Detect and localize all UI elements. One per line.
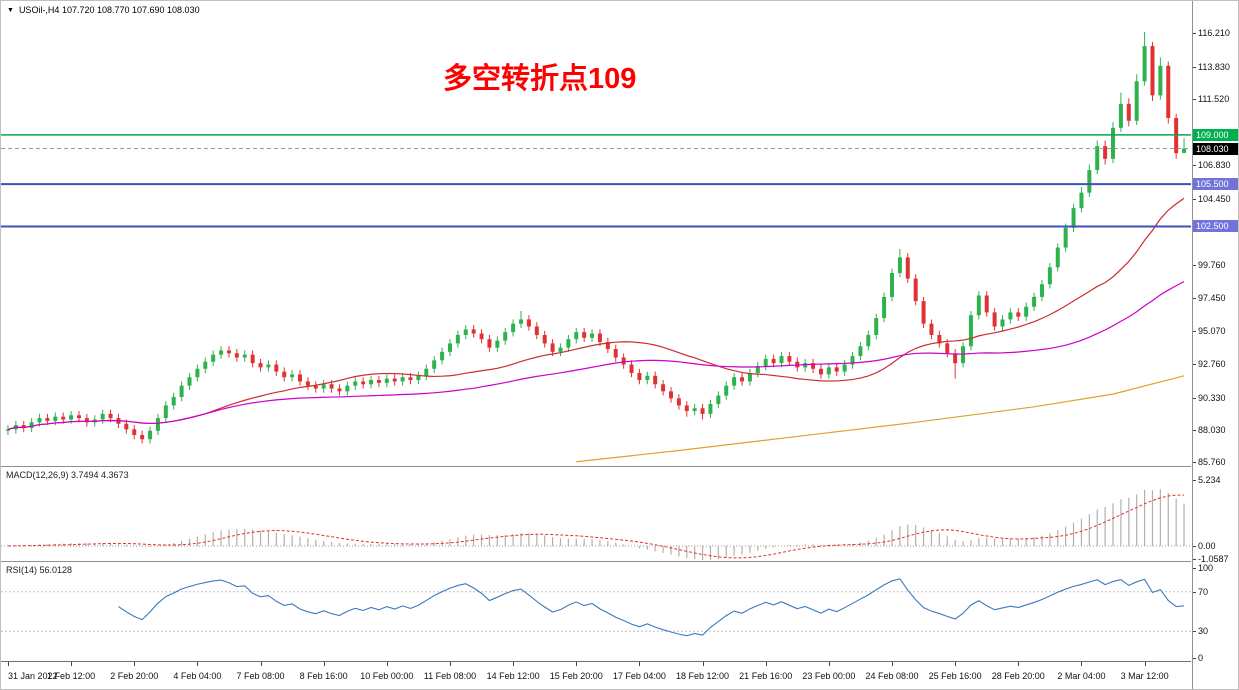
candlestick-chart[interactable] [1,1,1191,466]
time-tick [765,662,767,666]
axis-tick-label: 70 [1198,586,1209,597]
axis-tick-label: 100 [1198,563,1214,573]
time-tick-label: 14 Feb 12:00 [486,671,540,681]
axis-tick [1193,66,1196,68]
chart-menu-arrow-icon[interactable]: ▼ [7,6,14,14]
time-tick [576,662,578,666]
axis-tick [1193,331,1196,333]
ma-fast [7,197,1185,430]
axis-tick-label: 95.070 [1198,326,1226,337]
axis-tick-label: 116.210 [1198,28,1230,39]
axis-tick-label: 104.450 [1198,193,1231,204]
time-tick-label: 8 Feb 16:00 [299,671,348,681]
axis-tick [1193,363,1196,365]
ma-mid [7,280,1185,430]
price-level-label: 109.000 [1193,128,1238,141]
axis-tick-label: 92.760 [1198,358,1226,369]
axis-tick-label: 85.760 [1198,457,1226,468]
time-tick [513,662,515,666]
time-tick-label: 11 Feb 08:00 [423,671,477,681]
axis-tick-label: 97.450 [1198,292,1226,303]
price-axis[interactable]: 109.000 108.030 105.500 102.500 116.210 113.8… [1192,1,1238,689]
time-tick [449,662,451,666]
axis-tick [1193,165,1196,167]
ma-slow [576,375,1185,463]
time-tick-label: 21 Feb 16:00 [739,671,793,681]
time-tick [323,662,325,666]
time-tick [260,662,262,666]
time-tick-label: 15 Feb 20:00 [549,671,603,681]
axis-tick-label: -1.0587 [1198,554,1229,565]
time-tick-label: 4 Feb 04:00 [173,671,222,681]
price-level-label: 102.500 [1193,220,1238,233]
symbol-ohlc-text: USOil-,H4 107.720 108.770 107.690 108.03… [18,5,200,15]
axis-tick [1193,658,1196,659]
time-tick-label: 1 Feb 12:00 [47,671,96,681]
axis-tick [1193,462,1196,464]
time-axis[interactable]: 31 Jan 2022 1 Feb 12:00 2 Feb 20:00 4 Feb 0… [1,662,1191,689]
time-tick [134,662,136,666]
axis-tick [1193,480,1196,482]
axis-tick [1193,397,1196,399]
time-tick-label: 28 Feb 20:00 [991,671,1045,681]
axis-tick [1193,430,1196,432]
axis-tick-label: 5.234 [1198,475,1221,486]
rsi-pane[interactable]: RSI(14) 56.0128 [1,562,1191,662]
axis-tick [1193,631,1196,633]
time-tick [71,662,73,666]
axis-tick-label: 111.520 [1198,94,1230,105]
rsi-label: RSI(14) 56.0128 [6,565,73,575]
time-tick [702,662,704,666]
main-chart-pane[interactable]: ▼ USOil-,H4 107.720 108.770 107.690 108.… [1,1,1191,467]
time-tick-label: 23 Feb 00:00 [802,671,856,681]
time-tick [197,662,199,666]
axis-tick [1193,568,1196,569]
macd-pane[interactable]: MACD(12,26,9) 3.7494 4.3673 [1,467,1191,562]
axis-tick-label: 99.760 [1198,260,1226,271]
symbol-info: ▼ USOil-,H4 107.720 108.770 107.690 108.… [7,5,200,15]
axis-tick [1193,265,1196,267]
time-tick-label: 7 Feb 08:00 [236,671,285,681]
time-tick [1144,662,1146,666]
time-tick-label: 18 Feb 12:00 [676,671,730,681]
rsi-chart[interactable] [1,562,1191,661]
axis-tick-label: 0 [1198,653,1204,663]
time-tick [639,662,641,666]
time-tick-label: 24 Feb 08:00 [865,671,919,681]
time-tick [828,662,830,666]
time-tick [955,662,957,666]
axis-tick-label: 0.00 [1198,540,1216,551]
time-tick-label: 17 Feb 04:00 [612,671,666,681]
axis-tick [1193,99,1196,101]
price-level-label: 105.500 [1193,178,1238,191]
time-tick-label: 10 Feb 00:00 [360,671,414,681]
axis-tick-label: 30 [1198,626,1209,637]
time-tick-label: 31 Jan 2022 [7,671,58,681]
time-tick [7,662,9,666]
time-tick [1018,662,1020,666]
axis-tick [1193,297,1196,299]
time-tick-label: 3 Mar 12:00 [1120,671,1169,681]
price-level-label: 108.030 [1193,142,1238,155]
time-tick-label: 25 Feb 16:00 [928,671,982,681]
axis-tick-label: 88.030 [1198,425,1226,436]
axis-tick [1193,591,1196,593]
time-tick [892,662,893,666]
axis-tick [1193,559,1196,561]
annotation-text[interactable]: 多空转折点109 [443,63,637,95]
macd-chart[interactable] [1,467,1191,561]
macd-label: MACD(12,26,9) 3.7494 4.3673 [6,470,129,480]
time-tick-label: 2 Feb 20:00 [110,671,159,681]
time-tick [1081,662,1083,666]
time-tick [386,662,388,666]
axis-tick [1193,198,1196,200]
axis-tick-label: 90.330 [1198,392,1226,403]
axis-tick-label: 113.830 [1198,61,1230,72]
axis-tick-label: 106.830 [1198,160,1231,171]
axis-tick [1193,33,1196,35]
axis-tick [1193,545,1196,547]
time-tick-label: 2 Mar 04:00 [1057,671,1106,681]
